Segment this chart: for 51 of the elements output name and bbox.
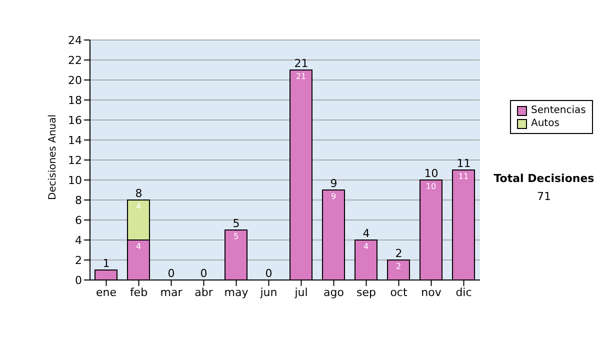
total-label: 0 <box>168 267 175 280</box>
total-label: 1 <box>102 257 110 270</box>
y-tick-label: 4 <box>75 234 82 247</box>
total-label: 21 <box>294 57 308 70</box>
y-tick-label: 12 <box>68 154 82 167</box>
total-label: 0 <box>265 267 272 280</box>
y-tick-label: 0 <box>75 274 82 287</box>
total-label: 11 <box>456 157 471 170</box>
total-label: 4 <box>362 227 370 240</box>
total-label: 8 <box>135 187 142 200</box>
x-tick-label: jun <box>259 286 278 299</box>
y-tick-label: 6 <box>75 214 82 227</box>
y-tick-label: 22 <box>68 54 82 67</box>
text: 71 <box>536 190 552 203</box>
x-tick-label: sep <box>356 286 376 299</box>
total-label: 2 <box>395 247 402 260</box>
x-tick-label: ago <box>324 286 344 299</box>
x-tick-label: jul <box>294 286 308 299</box>
y-axis-title: Decisiones Anual <box>48 114 59 200</box>
data-label: 21 <box>296 72 306 81</box>
data-label: 4 <box>136 242 142 251</box>
y-tick-label: 8 <box>75 194 82 207</box>
total-label: 5 <box>232 217 240 230</box>
data-label: 9 <box>330 192 336 201</box>
y-tick-label: 16 <box>68 114 82 127</box>
data-label: 11 <box>458 172 469 181</box>
x-tick-label: ene <box>96 286 117 299</box>
x-tick-label: mar <box>160 286 183 299</box>
x-tick-label: abr <box>194 286 214 299</box>
y-tick-label: 18 <box>68 94 82 107</box>
x-tick-label: oct <box>390 286 408 299</box>
total-label: 0 <box>200 267 208 280</box>
x-tick-label: nov <box>421 286 442 299</box>
x-tick-label: feb <box>130 286 148 299</box>
y-tick-label: 14 <box>68 134 82 147</box>
y-tick-label: 24 <box>68 34 82 47</box>
y-tick-label: 10 <box>68 174 82 187</box>
data-label: 4 <box>363 242 369 251</box>
data-label: 2 <box>396 262 402 271</box>
text: Total Decisiones <box>492 172 596 185</box>
total-label: 9 <box>330 177 338 190</box>
legend-label: Autos <box>531 117 560 130</box>
data-label: 4 <box>136 202 142 211</box>
x-tick-label: dic <box>456 286 472 299</box>
total-label: 10 <box>424 167 438 180</box>
legend-label: Sentencias <box>531 104 586 117</box>
data-label: 5 <box>233 232 239 241</box>
data-label: 10 <box>426 182 436 191</box>
x-tick-label: may <box>224 286 249 299</box>
y-tick-label: 2 <box>75 254 82 267</box>
y-tick-label: 20 <box>68 74 82 87</box>
